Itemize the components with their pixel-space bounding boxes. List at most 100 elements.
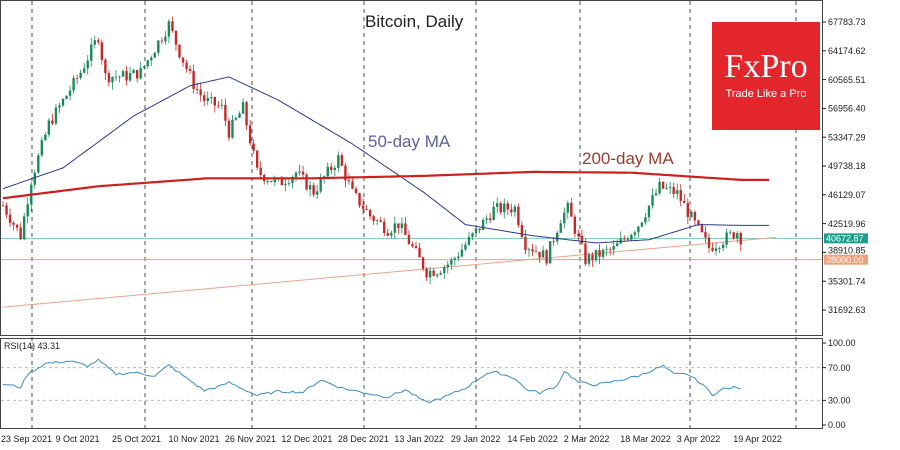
candle <box>143 65 146 70</box>
candle <box>365 204 368 211</box>
candle <box>439 270 442 276</box>
date-label: 26 Nov 2021 <box>225 434 276 444</box>
candle-body <box>432 270 435 276</box>
candle-body <box>19 227 22 240</box>
candle-body <box>174 30 178 45</box>
candle-body <box>188 68 192 71</box>
candle <box>86 55 89 75</box>
logo-brand: FxPro <box>724 48 808 85</box>
candle <box>616 239 619 247</box>
candle-body <box>492 206 495 221</box>
candle-body <box>503 203 506 213</box>
candle-body <box>90 44 93 61</box>
date-label: 9 Oct 2021 <box>55 434 99 444</box>
candle-body <box>280 178 284 186</box>
candle-body <box>711 248 714 251</box>
candle <box>679 183 682 207</box>
candle <box>273 175 277 187</box>
support-price-tag-label: 38000.00 <box>826 255 864 265</box>
candle-body <box>541 250 545 258</box>
candle <box>647 205 651 222</box>
rsi-tick-label: 70.00 <box>828 363 851 373</box>
candle-body <box>510 209 513 213</box>
candle <box>446 260 449 274</box>
candle <box>467 231 471 247</box>
candle-body <box>393 223 397 233</box>
candle <box>541 245 545 258</box>
price-tick-label: 46129.07 <box>828 190 866 200</box>
candle <box>231 115 234 139</box>
candle-body <box>12 222 15 225</box>
candle <box>407 230 411 245</box>
candle <box>637 225 640 238</box>
candle-body <box>72 77 75 91</box>
candle <box>566 200 569 219</box>
candle-body <box>192 70 195 89</box>
candle-body <box>97 40 100 43</box>
candle <box>644 212 647 225</box>
candle-body <box>545 250 548 264</box>
candle <box>435 273 439 279</box>
candle-body <box>107 73 111 83</box>
candle-body <box>538 251 541 258</box>
candle-body <box>626 239 630 240</box>
candle-body <box>266 181 269 182</box>
candle <box>298 164 301 176</box>
candle <box>315 184 319 200</box>
candle-body <box>58 105 61 108</box>
candle <box>654 188 658 197</box>
current-price-tag <box>824 233 868 244</box>
price-tick-label: 42519.96 <box>828 219 866 229</box>
candle-body <box>361 205 365 209</box>
candle-body <box>217 105 220 107</box>
candle-body <box>270 181 273 183</box>
candle <box>19 222 22 241</box>
candle-body <box>630 234 633 240</box>
candle <box>725 228 728 249</box>
candle <box>351 178 354 190</box>
candle-body <box>584 243 587 264</box>
candle-body <box>736 233 739 239</box>
candle <box>386 228 389 237</box>
ma50-label: 50-day MA <box>368 132 451 151</box>
candle <box>693 209 697 226</box>
candle <box>428 266 432 285</box>
candle-body <box>566 202 569 213</box>
candle <box>135 69 139 83</box>
candle-body <box>513 206 517 213</box>
candle <box>474 227 478 237</box>
candle-body <box>44 134 47 141</box>
candle-body <box>326 166 329 177</box>
price-tick-label: 67783.73 <box>828 17 866 27</box>
candle-body <box>178 44 181 58</box>
candle <box>411 241 414 249</box>
candle-body <box>160 40 164 42</box>
candle-body <box>467 236 471 245</box>
candle-body <box>527 249 531 251</box>
candle-body <box>665 187 668 189</box>
candle-body <box>524 236 527 251</box>
candle-body <box>443 267 446 273</box>
candle-body <box>534 251 538 253</box>
candle <box>1 201 5 207</box>
candle <box>284 178 287 192</box>
candle-body <box>577 233 580 236</box>
candle <box>361 198 365 215</box>
candle <box>347 173 351 185</box>
candle-body <box>344 165 347 181</box>
date-label: 12 Dec 2021 <box>281 434 332 444</box>
candle <box>668 182 672 195</box>
candle <box>174 30 178 52</box>
candle <box>425 267 428 281</box>
candle <box>538 251 541 263</box>
candle <box>464 241 467 252</box>
candle <box>619 231 622 245</box>
candle-body <box>460 249 464 257</box>
candle <box>220 99 224 110</box>
candle-body <box>195 88 199 90</box>
candle-body <box>330 166 333 170</box>
candle-body <box>608 249 612 251</box>
candle-body <box>612 246 615 250</box>
candle <box>548 241 552 264</box>
candle-body <box>22 216 26 240</box>
